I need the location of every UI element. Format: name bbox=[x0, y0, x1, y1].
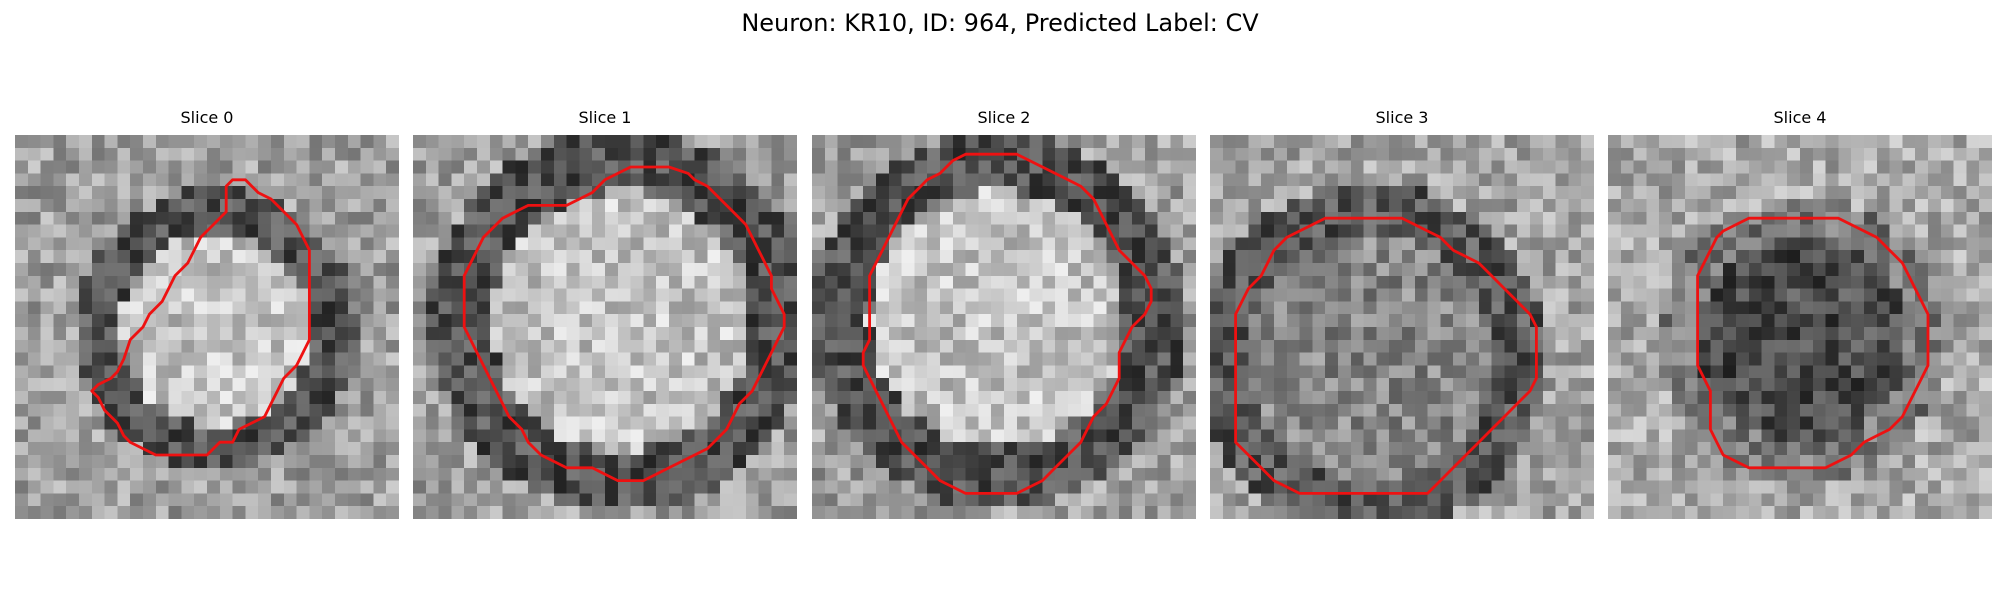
slice-title-0: Slice 0 bbox=[15, 108, 399, 128]
slice-image-0 bbox=[15, 135, 399, 519]
slice-panel-0: Slice 0 bbox=[15, 108, 399, 519]
slice-panel-1: Slice 1 bbox=[413, 108, 797, 519]
pixel-mosaic bbox=[15, 135, 399, 519]
pixel-mosaic bbox=[413, 135, 797, 519]
slice-panel-3: Slice 3 bbox=[1210, 108, 1594, 519]
slice-panel-4: Slice 4 bbox=[1608, 108, 1992, 519]
slice-panel-2: Slice 2 bbox=[812, 108, 1196, 519]
slice-image-1 bbox=[413, 135, 797, 519]
slice-title-1: Slice 1 bbox=[413, 108, 797, 128]
slice-title-3: Slice 3 bbox=[1210, 108, 1594, 128]
slice-title-4: Slice 4 bbox=[1608, 108, 1992, 128]
slice-image-3 bbox=[1210, 135, 1594, 519]
slice-title-2: Slice 2 bbox=[812, 108, 1196, 128]
slice-image-4 bbox=[1608, 135, 1992, 519]
pixel-mosaic bbox=[1608, 135, 1992, 519]
slice-image-2 bbox=[812, 135, 1196, 519]
figure-title: Neuron: KR10, ID: 964, Predicted Label: … bbox=[0, 8, 2000, 38]
